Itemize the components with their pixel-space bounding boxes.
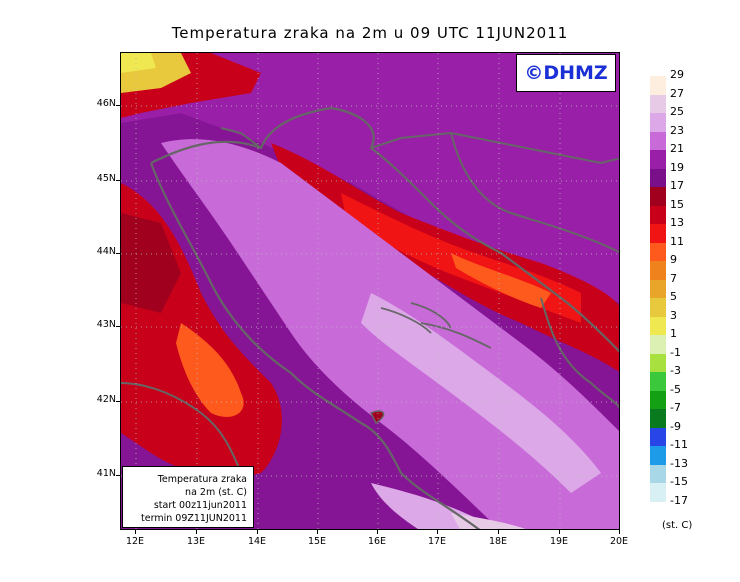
lon-label: 16E [367, 536, 387, 547]
legend-swatch [650, 187, 666, 206]
legend-swatch [650, 483, 666, 502]
lat-label: 44N [96, 246, 116, 257]
borders-north [220, 127, 619, 165]
legend-label: -11 [670, 438, 688, 451]
info-line-4: termin 09Z11JUN2011 [141, 513, 247, 524]
lon-label: 12E [125, 536, 145, 547]
legend-label: 23 [670, 123, 684, 137]
lat-label: 46N [96, 98, 116, 109]
legend-label: 17 [670, 179, 684, 192]
italy-peak [176, 323, 244, 417]
legend-label: 21 [670, 142, 684, 155]
graticule [121, 53, 619, 529]
legend-label: -5 [670, 382, 681, 396]
legend-label: 1 [670, 327, 677, 340]
lon-label: 19E [549, 536, 569, 547]
legend-swatch [650, 372, 666, 391]
islands [380, 302, 492, 349]
lon-label: 14E [247, 536, 267, 547]
legend-label: 5 [670, 290, 677, 303]
legend-swatch [650, 298, 666, 317]
info-line-3: start 00z11jun2011 [153, 500, 247, 511]
south-sea-lightest [451, 513, 526, 529]
legend-label: -13 [670, 456, 688, 470]
legend-swatch [650, 242, 666, 261]
info-line-2: na 2m (st. C) [185, 487, 247, 498]
legend-swatch [650, 113, 666, 132]
legend-swatch [650, 150, 666, 169]
info-box: Temperatura zraka na 2m (st. C) start 00… [122, 466, 254, 528]
sea-light-band [361, 293, 601, 493]
legend-swatch [650, 464, 666, 483]
legend-label: 7 [670, 271, 677, 285]
legend-label: 25 [670, 105, 684, 118]
legend-label: -7 [670, 401, 681, 414]
legend-label: -17 [670, 493, 688, 507]
legend-swatch [650, 205, 666, 224]
island-small [369, 410, 385, 425]
legend-swatch [650, 353, 666, 372]
dinaric-peak [451, 253, 551, 308]
map-canvas [121, 53, 619, 529]
legend-swatch [650, 261, 666, 280]
coastline-italy-south [121, 382, 242, 474]
coastline-italy [149, 162, 481, 529]
legend-swatch [650, 131, 666, 150]
temperature-map [120, 52, 620, 530]
legend-swatch [650, 279, 666, 298]
lon-label: 13E [186, 536, 206, 547]
map-title: Temperatura zraka na 2m u 09 UTC 11JUN20… [171, 24, 569, 42]
lon-label: 20E [609, 536, 629, 547]
legend-swatch [650, 168, 666, 187]
legend-swatch [650, 316, 666, 335]
lon-label: 15E [307, 536, 327, 547]
border-inland [450, 132, 619, 254]
legend-label: 29 [670, 68, 684, 81]
lat-label: 43N [96, 319, 116, 330]
lon-label: 18E [488, 536, 508, 547]
lat-label: 42N [96, 394, 116, 405]
legend-swatch [650, 76, 666, 95]
legend-label: -1 [670, 345, 681, 359]
legend-swatch [650, 409, 666, 428]
info-line-1: Temperatura zraka [157, 474, 247, 485]
lat-label: 41N [96, 468, 116, 479]
lat-label: 45N [96, 173, 116, 184]
legend-label: -15 [670, 475, 688, 488]
legend-label: 3 [670, 308, 677, 322]
legend-label: 15 [670, 197, 684, 211]
legend-label: 13 [670, 216, 684, 229]
legend-label: -9 [670, 419, 681, 433]
legend-swatch [650, 335, 666, 354]
legend-swatch [650, 390, 666, 409]
alps-light [121, 53, 156, 73]
lon-label: 17E [427, 536, 447, 547]
legend-label: -3 [670, 364, 681, 377]
legend-label: 27 [670, 86, 684, 100]
legend-label: 9 [670, 253, 677, 266]
copyright-label: ©DHMZ [516, 54, 616, 92]
legend-swatch [650, 427, 666, 446]
border-south [540, 297, 619, 410]
legend-units: (st. C) [662, 520, 693, 531]
legend-swatch [650, 224, 666, 243]
legend-swatch [650, 446, 666, 465]
legend-swatch [650, 94, 666, 113]
legend-label: 11 [670, 234, 684, 248]
legend-label: 19 [670, 160, 684, 174]
